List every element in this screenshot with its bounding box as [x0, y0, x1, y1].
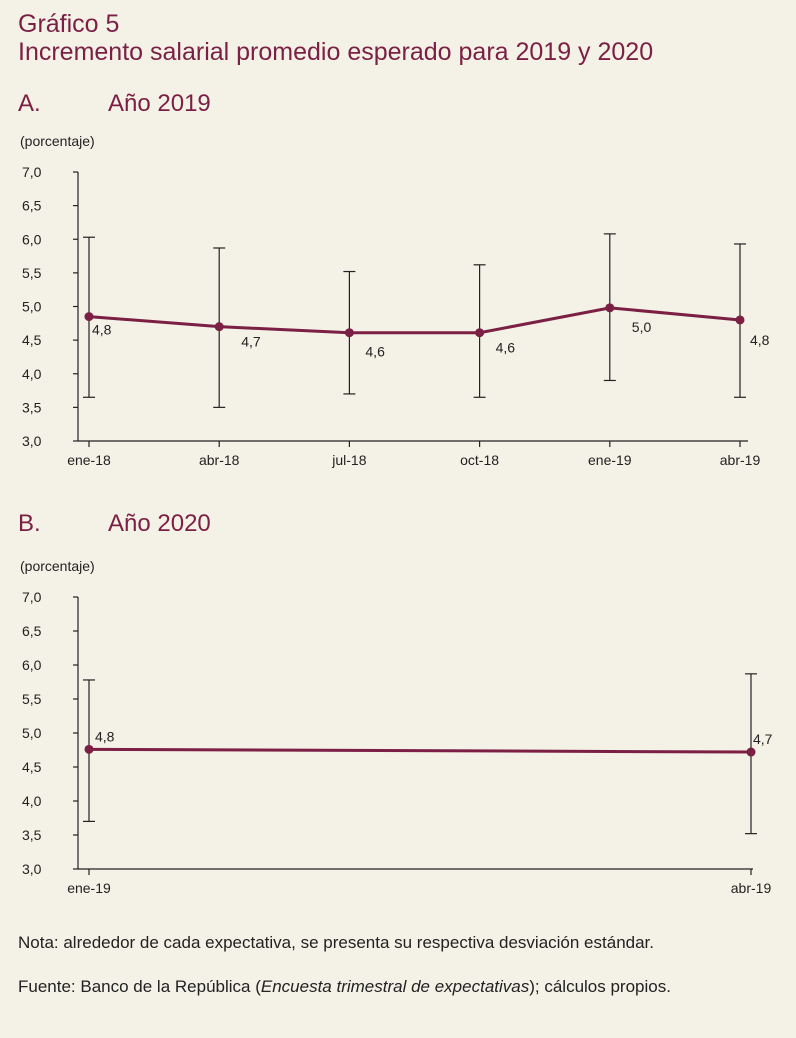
x-tick-label: abr-18 — [199, 452, 240, 468]
y-tick-label: 7,0 — [22, 164, 42, 180]
panel-b-title: B. Año 2020 — [18, 510, 211, 538]
data-label: 4,7 — [241, 334, 261, 350]
chart-panel-b: (porcentaje) 7,0 6,5 6,0 5,5 5,0 4,5 4,0 3,5 3,0 e… — [20, 558, 773, 896]
x-tick-label: oct-18 — [460, 452, 499, 468]
data-point — [344, 328, 354, 338]
panel-a-title: A. Año 2019 — [18, 90, 211, 118]
y-tick-label: 3,0 — [22, 433, 42, 449]
figure-title: Incremento salarial promedio esperado pa… — [18, 38, 654, 66]
x-tick-label: ene-19 — [588, 452, 632, 468]
y-tick-label: 3,5 — [22, 827, 42, 843]
note-text: Nota: alrededor de cada expectativa, se … — [18, 933, 654, 952]
y-tick-label: 6,5 — [22, 623, 42, 639]
y-tick-label: 6,5 — [22, 198, 42, 214]
panel-b-letter: B. — [18, 510, 41, 537]
data-point — [475, 328, 485, 338]
y-tick-label: 4,0 — [22, 793, 42, 809]
x-tick-label: ene-18 — [67, 452, 111, 468]
source-suffix: ); cálculos propios. — [529, 977, 671, 996]
x-tick-label: ene-19 — [67, 880, 111, 896]
data-label: 4,8 — [92, 322, 112, 338]
y-tick-label: 5,0 — [22, 725, 42, 741]
x-tick-label: jul-18 — [331, 452, 366, 468]
data-point — [735, 315, 745, 325]
y-tick-label: 4,5 — [22, 759, 42, 775]
data-label: 4,8 — [95, 728, 115, 744]
y-tick-label: 7,0 — [22, 589, 42, 605]
data-point — [84, 312, 94, 322]
data-label: 4,7 — [753, 731, 773, 747]
y-tick-label: 5,5 — [22, 691, 42, 707]
x-tick-label: abr-19 — [720, 452, 761, 468]
y-tick-label: 6,0 — [22, 231, 42, 247]
y-tick-label: 3,0 — [22, 861, 42, 877]
y-tick-label: 3,5 — [22, 399, 42, 415]
data-point — [214, 322, 224, 332]
y-axis-label: (porcentaje) — [20, 133, 95, 149]
series-line — [88, 306, 741, 335]
y-tick-label: 5,5 — [22, 265, 42, 281]
y-tick-label: 6,0 — [22, 657, 42, 673]
data-label: 4,8 — [750, 332, 770, 348]
y-tick-label: 4,0 — [22, 366, 42, 382]
y-tick-label: 4,5 — [22, 332, 42, 348]
data-point — [605, 303, 615, 313]
data-label: 4,6 — [365, 344, 385, 360]
panel-b-name: Año 2020 — [108, 510, 211, 537]
figure-label: Gráfico 5 — [18, 10, 120, 38]
x-tick-label: abr-19 — [731, 880, 772, 896]
y-axis-label: (porcentaje) — [20, 558, 95, 574]
y-tick-label: 5,0 — [22, 299, 42, 315]
source-survey-name: Encuesta trimestral de expectativas — [260, 977, 530, 996]
panel-a-name: Año 2019 — [108, 90, 211, 117]
data-label: 5,0 — [632, 319, 652, 335]
data-point — [84, 744, 94, 754]
data-label: 4,6 — [496, 340, 516, 356]
chart-panel-a: (porcentaje) 7,0 6,5 6,0 5,5 5,0 4,5 4,0 3,5 3,0 e… — [20, 133, 770, 468]
source-text: Fuente: Banco de la República (Encuesta … — [18, 976, 778, 998]
panel-a-letter: A. — [18, 90, 41, 117]
source-prefix: Fuente: Banco de la República ( — [18, 977, 261, 996]
series-line — [88, 747, 752, 754]
data-point — [746, 747, 756, 757]
